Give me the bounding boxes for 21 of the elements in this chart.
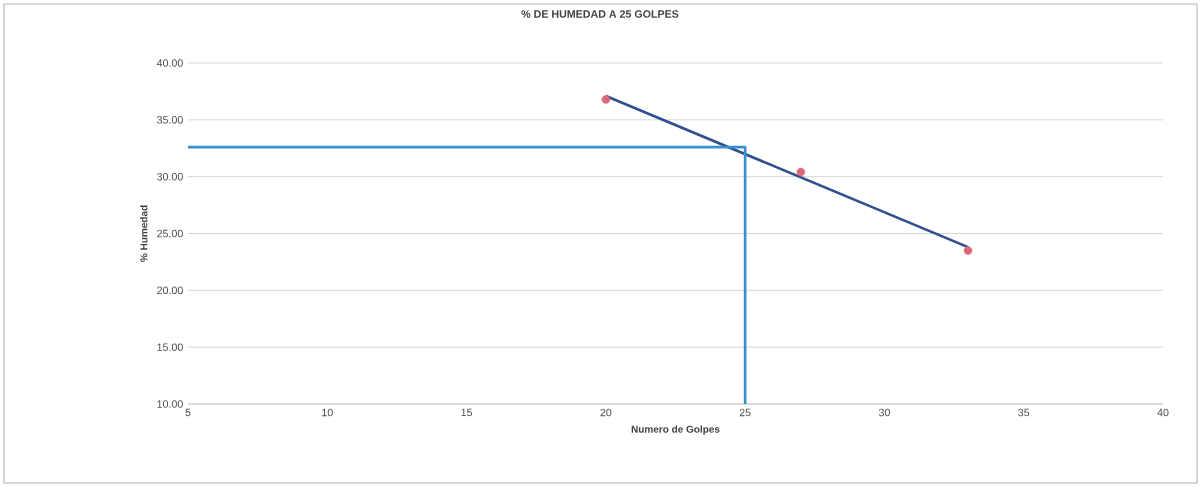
point — [963, 246, 973, 255]
x-tick-label: 10 — [322, 408, 333, 417]
y-tick-label: 40.00 — [156, 59, 183, 67]
y-tick-label: 35.00 — [157, 116, 183, 124]
point — [601, 95, 611, 104]
y-axis-title: % Humedad — [140, 205, 148, 262]
x-tick-label: 35 — [1018, 408, 1030, 417]
y-tick-label: 25.00 — [157, 229, 183, 238]
y-tick-label: 20.00 — [157, 286, 183, 295]
chart-title: % DE HUMEDAD A 25 GOLPES — [521, 10, 679, 18]
point — [796, 167, 806, 177]
x-tick-label: 30 — [878, 408, 890, 417]
y-tick-label: 15.00 — [157, 343, 183, 351]
x-tick-label: 25 — [739, 408, 751, 417]
x-axis-title: Numero de Golpes — [631, 425, 720, 435]
x-tick-label: 20 — [600, 408, 612, 417]
x-tick-label: 15 — [461, 408, 473, 417]
x-tick-label: 5 — [185, 408, 191, 417]
y-tick-label: 30.00 — [157, 172, 183, 181]
x-tick-label: 40 — [1157, 408, 1169, 417]
y-tick-label: 10.00 — [157, 400, 183, 408]
